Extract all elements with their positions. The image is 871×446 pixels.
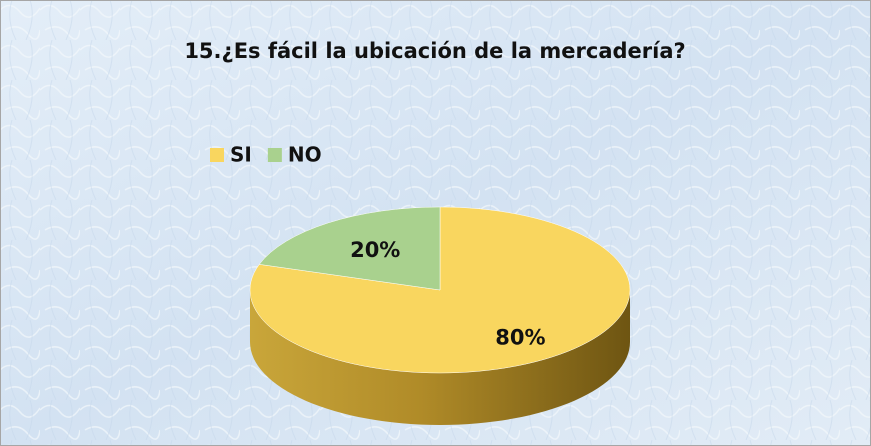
legend-swatch bbox=[210, 148, 224, 162]
slice-side bbox=[250, 290, 630, 425]
legend-label: NO bbox=[288, 143, 322, 167]
data-label: 20% bbox=[350, 238, 400, 262]
chart-title: 15.¿Es fácil la ubicación de la mercader… bbox=[184, 39, 685, 63]
legend-label: SI bbox=[230, 143, 252, 167]
slice bbox=[258, 206, 441, 291]
legend: SI NO bbox=[210, 143, 322, 167]
legend-swatch bbox=[267, 148, 282, 162]
data-label: 80% bbox=[495, 325, 545, 349]
